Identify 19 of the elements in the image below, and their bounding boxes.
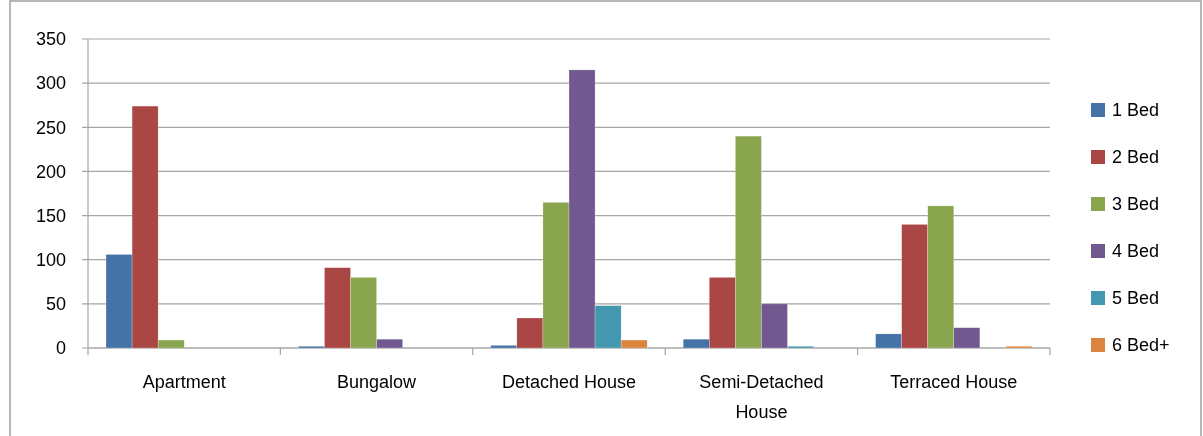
y-tick-label: 100 xyxy=(35,250,66,271)
x-tick-label: Terraced House xyxy=(890,372,1018,392)
legend-label: 5 Bed xyxy=(1112,288,1160,309)
legend-label: 2 Bed xyxy=(1112,147,1160,168)
y-tick-label: 200 xyxy=(35,161,66,182)
x-tick-label: Semi-Detached House xyxy=(699,372,824,422)
y-tick-label: 50 xyxy=(45,294,66,315)
x-tick-label: Detached House xyxy=(501,372,637,392)
legend-label: 1 Bed xyxy=(1112,100,1160,121)
x-tick-label: Bungalow xyxy=(337,372,418,392)
legend-label: 6 Bed+ xyxy=(1112,335,1170,356)
y-tick-label: 0 xyxy=(55,338,66,359)
y-tick-label: 150 xyxy=(35,205,66,226)
x-tick-label: Apartment xyxy=(142,372,226,392)
y-tick-label: 250 xyxy=(35,117,66,138)
legend-label: 4 Bed xyxy=(1112,241,1160,262)
y-tick-label: 350 xyxy=(35,29,66,50)
y-tick-label: 300 xyxy=(35,73,66,94)
legend-label: 3 Bed xyxy=(1112,194,1160,215)
